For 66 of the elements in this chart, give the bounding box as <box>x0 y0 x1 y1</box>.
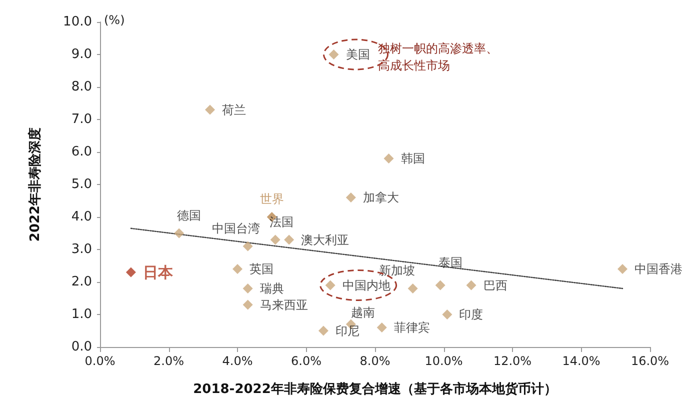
data-label: 中国内地 <box>342 278 390 292</box>
point <box>174 228 184 238</box>
data-label: 世界 <box>260 192 284 206</box>
data-label: 荷兰 <box>222 102 246 117</box>
point <box>270 234 280 245</box>
y-tick-label: 2.0 <box>71 274 92 290</box>
data-label: 马来西亚 <box>260 298 308 312</box>
data-label: 英国 <box>250 262 274 276</box>
point <box>126 267 136 278</box>
data-label: 中国香港 <box>634 262 682 276</box>
data-label: 加拿大 <box>362 190 399 204</box>
x-tick-label: 8.0% <box>360 354 390 368</box>
point <box>325 280 336 290</box>
point <box>242 284 253 294</box>
data-label: 瑞典 <box>260 282 284 296</box>
point <box>466 280 476 290</box>
data-label: 印度 <box>459 308 484 322</box>
x-tick-label: 16.0% <box>630 354 670 368</box>
point <box>232 264 242 274</box>
x-axis-title: 2018-2022年非寿险保费复合增速（基于各市场本地货币计） <box>193 381 557 397</box>
y-tick-label: 6.0 <box>71 144 92 160</box>
point <box>442 310 452 320</box>
data-label: 印尼 <box>335 324 360 338</box>
point <box>435 280 446 290</box>
annotation: (%) <box>104 13 125 27</box>
x-tick-label: 12.0% <box>493 354 532 368</box>
point <box>384 154 394 164</box>
data-label: 韩国 <box>400 152 425 166</box>
x-tick-label: 0.0% <box>84 354 116 368</box>
data-label: 德国 <box>177 208 202 222</box>
point <box>408 284 418 294</box>
data-label: 中国台湾 <box>212 221 260 236</box>
y-tick-label: 1.0 <box>71 307 92 322</box>
point <box>318 326 328 336</box>
y-tick-label: 9.0 <box>71 47 92 62</box>
point <box>242 241 253 252</box>
x-tick-label: 6.0% <box>291 354 322 368</box>
x-tick-label: 2.0% <box>154 354 184 368</box>
y-axis-title: 2022年非寿险深度 <box>27 127 43 242</box>
data-label: 澳大利亚 <box>301 232 350 247</box>
data-label: 法国 <box>269 214 294 229</box>
x-tick-label: 14.0% <box>562 354 600 368</box>
data-label: 新加坡 <box>378 264 415 278</box>
data-label: 巴西 <box>483 278 508 292</box>
y-tick-label: 4.0 <box>71 210 92 224</box>
y-tick-label: 3.0 <box>71 242 92 257</box>
y-tick-label: 5.0 <box>71 177 92 192</box>
y-tick-label: 8.0 <box>71 80 92 94</box>
point <box>284 234 294 245</box>
point <box>328 50 339 60</box>
y-tick-label: 7.0 <box>71 112 92 127</box>
annotation: 独树一帜的高渗透率、高成长性市场 <box>378 42 498 72</box>
point <box>242 300 253 310</box>
data-label: 日本 <box>142 263 174 282</box>
y-tick-label: 0.0 <box>71 340 92 354</box>
x-tick-label: 4.0% <box>222 354 253 368</box>
data-label: 越南 <box>350 305 375 320</box>
point <box>346 192 356 202</box>
y-tick-label: 10.0 <box>63 14 92 30</box>
point <box>376 322 387 332</box>
data-label: 菲律宾 <box>394 320 430 334</box>
data-label: 美国 <box>346 48 370 62</box>
data-label: 泰国 <box>438 255 462 270</box>
x-tick-label: 10.0% <box>424 354 463 368</box>
point <box>618 264 628 274</box>
point <box>205 104 215 115</box>
